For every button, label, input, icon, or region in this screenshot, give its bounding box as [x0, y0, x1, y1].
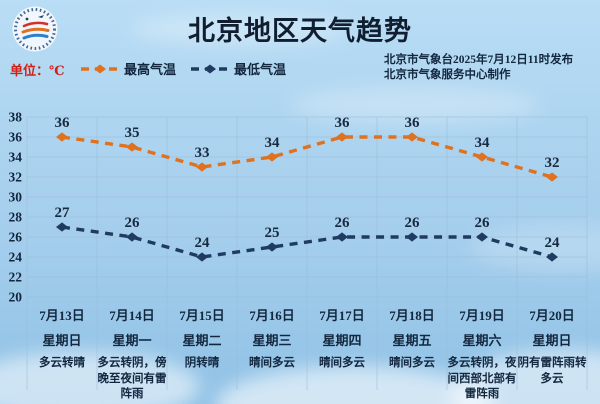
data-point-marker	[546, 172, 558, 182]
legend-item-1: 最低气温	[190, 59, 286, 78]
data-point-value-label: 24	[195, 235, 211, 251]
credit-line-2: 北京市气象服务中心制作	[384, 69, 511, 81]
day-column-2: 7月15日星期二阴转晴	[167, 303, 237, 403]
day-weather-label: 多云转阴，傍晚至夜间有雷阵雨	[97, 357, 167, 400]
day-column-6: 7月19日星期六多云转阴，夜间西部北部有雷阵雨	[447, 303, 517, 403]
credit-line-1: 北京市气象台2025年7月12日11时发布	[384, 54, 574, 66]
data-point-value-label: 26	[335, 215, 351, 231]
y-axis-tick-label: 28	[9, 210, 23, 225]
legend-label: 最低气温	[234, 62, 287, 77]
day-weekday-label: 星期日	[532, 333, 572, 348]
day-date-label: 7月20日	[529, 308, 575, 323]
data-point-marker	[476, 232, 488, 242]
data-point-value-label: 27	[55, 205, 71, 221]
data-point-marker	[126, 142, 138, 152]
day-column-3: 7月16日星期三晴间多云	[237, 303, 307, 403]
legend-label: 最高气温	[124, 62, 177, 77]
high-temp-line	[61, 135, 553, 179]
day-weekday-label: 星期日	[42, 333, 82, 348]
day-date-label: 7月19日	[459, 308, 505, 323]
y-axis-tick-label: 32	[9, 170, 23, 185]
data-point-value-label: 34	[265, 135, 281, 151]
day-weather-label: 阴转晴	[184, 357, 220, 369]
y-axis-tick-label: 38	[9, 110, 23, 125]
data-point-marker	[406, 232, 418, 242]
day-weather-label: 晴间多云	[389, 357, 435, 369]
y-axis-tick-label: 34	[9, 150, 23, 165]
y-axis-tick-label: 24	[9, 250, 23, 265]
data-point-marker	[56, 132, 68, 142]
day-date-label: 7月15日	[179, 308, 225, 323]
data-point-value-label: 36	[55, 115, 71, 131]
data-point-marker	[406, 132, 418, 142]
meteorological-logo-icon	[12, 6, 58, 52]
data-point-value-label: 25	[265, 225, 280, 241]
page-title: 北京地区天气趋势	[188, 16, 412, 46]
legend-line-sample-icon	[191, 64, 230, 73]
data-point-value-label: 33	[195, 145, 210, 161]
data-point-marker	[196, 162, 208, 172]
chart-legend: 最高气温 最低气温	[80, 59, 286, 78]
day-weekday-label: 星期一	[112, 333, 152, 348]
day-weather-label: 阴有雷阵雨转多云	[517, 357, 587, 385]
legend-item-0: 最高气温	[80, 59, 176, 78]
issuer-credits: 北京市气象台2025年7月12日11时发布 北京市气象服务中心制作	[384, 53, 594, 83]
data-point-marker	[196, 252, 208, 262]
y-axis-tick-label: 26	[9, 230, 23, 245]
y-axis-tick-label: 22	[9, 270, 23, 285]
day-column-7: 7月20日星期日阴有雷阵雨转多云	[517, 303, 587, 403]
day-weekday-label: 星期三	[252, 333, 292, 348]
data-point-value-label: 35	[125, 125, 140, 141]
data-point-marker	[266, 242, 278, 252]
data-point-value-label: 34	[475, 135, 491, 151]
day-weekday-label: 星期五	[392, 333, 432, 348]
low-temp-line	[61, 225, 553, 259]
data-point-value-label: 36	[335, 115, 351, 131]
data-point-marker	[336, 232, 348, 242]
data-point-marker	[476, 152, 488, 162]
day-weather-label: 多云转阴，夜间西部北部有雷阵雨	[447, 357, 517, 400]
day-weather-label: 晴间多云	[319, 357, 365, 369]
day-column-0: 7月13日星期日多云转晴	[27, 303, 97, 403]
day-column-5: 7月18日星期五晴间多云	[377, 303, 447, 403]
data-point-value-label: 36	[405, 115, 421, 131]
y-axis-tick-label: 20	[9, 290, 23, 305]
day-date-label: 7月16日	[249, 308, 295, 323]
data-point-value-label: 26	[125, 215, 141, 231]
data-point-value-label: 24	[545, 235, 561, 251]
data-point-marker	[336, 132, 348, 142]
day-date-label: 7月13日	[39, 308, 85, 323]
day-column-4: 7月17日星期四晴间多云	[307, 303, 377, 403]
data-point-marker	[546, 252, 558, 262]
day-weather-label: 多云转晴	[39, 357, 85, 369]
data-point-value-label: 26	[405, 215, 421, 231]
day-weekday-label: 星期四	[322, 333, 362, 348]
legend-line-sample-icon	[81, 64, 119, 73]
data-point-marker	[56, 222, 68, 232]
day-weather-label: 晴间多云	[249, 357, 295, 369]
data-point-marker	[126, 232, 138, 242]
y-axis-tick-label: 36	[9, 130, 23, 145]
data-point-value-label: 32	[545, 155, 560, 171]
data-point-marker	[266, 152, 278, 162]
day-weekday-label: 星期六	[462, 333, 502, 348]
day-column-1: 7月14日星期一多云转阴，傍晚至夜间有雷阵雨	[97, 303, 167, 403]
day-labels-row: 7月13日 星期日 多云转晴 7月14日 星期一 多云转阴，傍晚至夜间有雷阵雨 7月15日星…	[27, 303, 587, 403]
data-point-value-label: 26	[475, 215, 491, 231]
day-date-label: 7月18日	[389, 308, 435, 323]
day-date-label: 7月14日	[109, 308, 155, 323]
y-axis-tick-label: 30	[9, 190, 23, 205]
day-weekday-label: 星期二	[182, 333, 222, 348]
day-date-label: 7月17日	[319, 308, 365, 323]
unit-label: 单位：℃	[10, 63, 65, 78]
